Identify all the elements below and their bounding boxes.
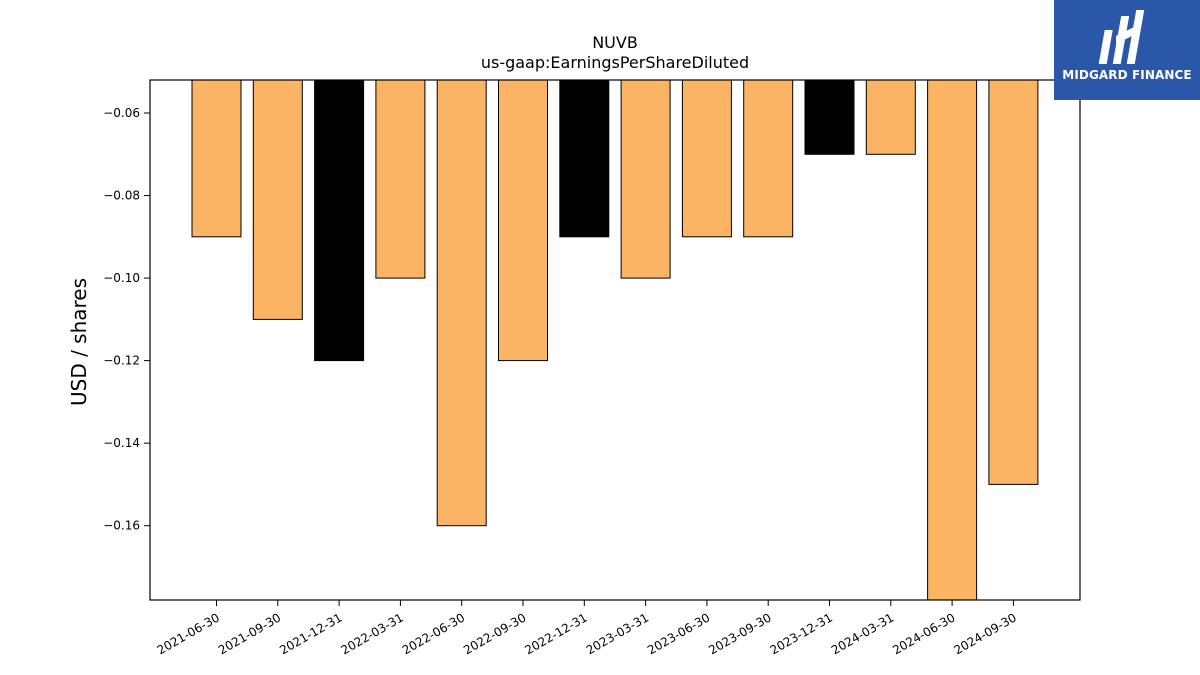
y-tick-label: −0.16 (103, 519, 140, 533)
x-tick-label: 2021-09-30 (216, 610, 283, 657)
bar (620, 79, 671, 279)
bar (681, 79, 732, 238)
chart-title: NUVB (592, 33, 638, 52)
x-ticks-group: 2021-06-302021-09-302021-12-312022-03-31… (155, 600, 1019, 657)
bar (804, 79, 855, 155)
brand-logo: MIDGARD FINANCE (1054, 0, 1200, 100)
bar (865, 79, 916, 155)
x-tick-label: 2024-03-31 (829, 610, 896, 657)
bar (191, 79, 242, 238)
y-ticks-group: −0.06 −0.08 −0.10 −0.12 −0.14 −0.16 (103, 106, 150, 533)
plot-frame (149, 79, 1081, 601)
y-tick-label: −0.14 (103, 436, 140, 450)
bar (498, 79, 548, 362)
x-tick-label: 2022-03-31 (338, 610, 405, 657)
chart-subtitle: us-gaap:EarningsPerShareDiluted (481, 53, 749, 72)
x-tick-label: 2023-06-30 (645, 610, 712, 657)
bar (314, 79, 365, 362)
bar (743, 79, 794, 238)
y-tick-label: −0.08 (103, 189, 140, 203)
x-tick-label: 2023-12-31 (768, 610, 835, 657)
x-tick-label: 2022-09-30 (461, 610, 528, 657)
x-tick-label: 2022-12-31 (522, 610, 589, 657)
bars-group (191, 79, 1039, 601)
bar (927, 79, 978, 601)
x-tick-label: 2021-06-30 (155, 610, 222, 657)
x-tick-label: 2021-12-31 (277, 610, 344, 657)
y-tick-label: −0.12 (103, 354, 140, 368)
midgard-logo-icon (1098, 10, 1145, 64)
bar (988, 79, 1039, 485)
y-tick-label: −0.06 (103, 106, 140, 120)
bar (252, 79, 303, 320)
x-tick-label: 2024-06-30 (890, 610, 957, 657)
bar (559, 79, 610, 238)
brand-name: MIDGARD FINANCE (1062, 68, 1192, 82)
y-axis-label: USD / shares (67, 278, 91, 406)
x-tick-label: 2023-03-31 (584, 610, 651, 657)
bar (436, 79, 487, 527)
x-tick-label: 2022-06-30 (400, 610, 467, 657)
x-tick-label: 2024-09-30 (951, 610, 1018, 657)
x-tick-label: 2023-09-30 (706, 610, 773, 657)
y-tick-label: −0.10 (103, 271, 140, 285)
bar (375, 79, 426, 279)
